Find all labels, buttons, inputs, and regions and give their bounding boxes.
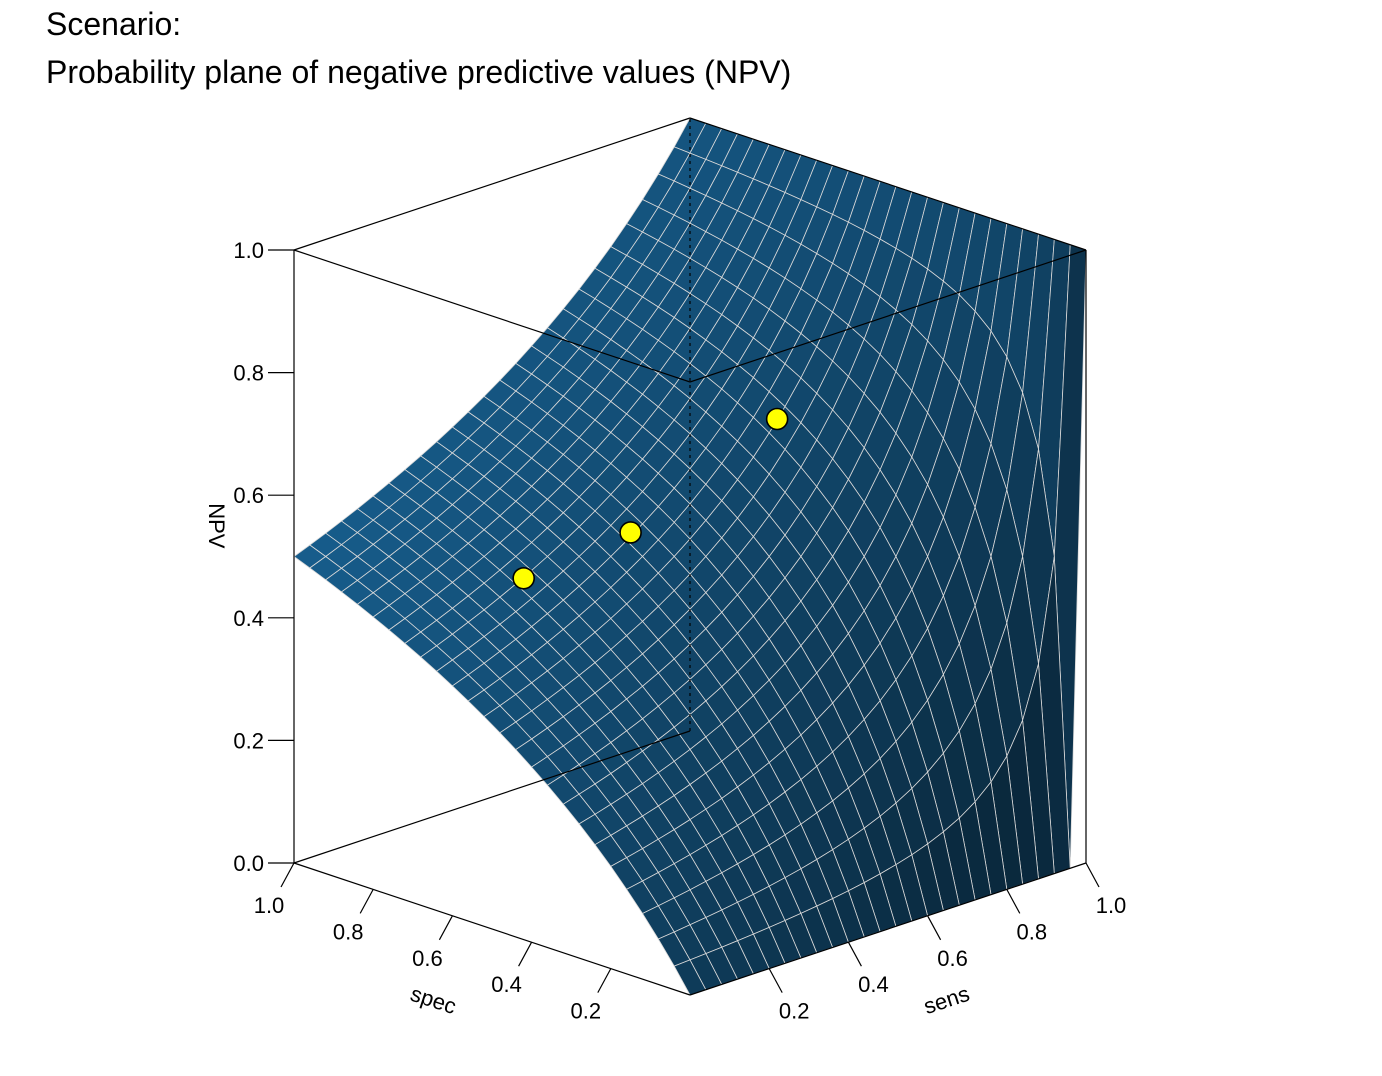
spec-tick-label: 0.8 [333, 919, 364, 944]
data-point [512, 566, 535, 590]
spec-tick-label: 1.0 [254, 893, 285, 918]
chart-title-line2: Probability plane of negative predictive… [46, 54, 792, 90]
sens-tick [1085, 862, 1100, 888]
spec-tick-label: 0.2 [571, 999, 602, 1024]
chart-title-line1: Scenario: [46, 6, 182, 42]
sens-tick [1006, 889, 1021, 914]
sens-tick [847, 941, 862, 967]
data-points [512, 407, 789, 590]
data-point [765, 407, 789, 431]
z-axis-label: NPV [204, 503, 229, 549]
data-point [619, 521, 642, 544]
spec-axis-label: spec [407, 981, 459, 1019]
sens-tick-label: 0.2 [779, 999, 810, 1024]
sens-tick [927, 915, 942, 941]
box-top-edge-2 [689, 249, 1087, 383]
spec-tick [359, 889, 374, 914]
z-tick-label: 0.0 [233, 851, 264, 876]
box-bottom-edge-sens [689, 862, 1087, 996]
box-top-edge-4 [689, 117, 1087, 251]
spec-tick [518, 941, 533, 967]
spec-tick [438, 915, 453, 941]
z-tick-label: 0.2 [233, 728, 264, 753]
sens-tick-label: 0.8 [1017, 919, 1048, 944]
sens-tick-label: 0.4 [858, 972, 889, 997]
sens-tick-label: 0.6 [937, 946, 968, 971]
sens-axis-label: sens [921, 981, 973, 1019]
surface [293, 117, 1087, 996]
box-bottom-back-edge [293, 730, 691, 864]
sens-tick-label: 1.0 [1096, 893, 1127, 918]
spec-tick-label: 0.6 [412, 946, 443, 971]
spec-tick [280, 862, 295, 888]
z-tick-label: 0.8 [233, 361, 264, 386]
sens-tick [768, 968, 783, 993]
spec-tick-label: 0.4 [491, 972, 522, 997]
box-top-edge-1 [293, 249, 691, 383]
box-top-edge-3 [293, 117, 691, 251]
spec-tick [597, 968, 612, 993]
z-tick-label: 0.4 [233, 606, 264, 631]
bounding-box [293, 117, 1087, 996]
box-bottom-edge-spec [293, 862, 691, 996]
z-tick-label: 0.6 [233, 483, 264, 508]
z-tick-label: 1.0 [233, 238, 264, 263]
